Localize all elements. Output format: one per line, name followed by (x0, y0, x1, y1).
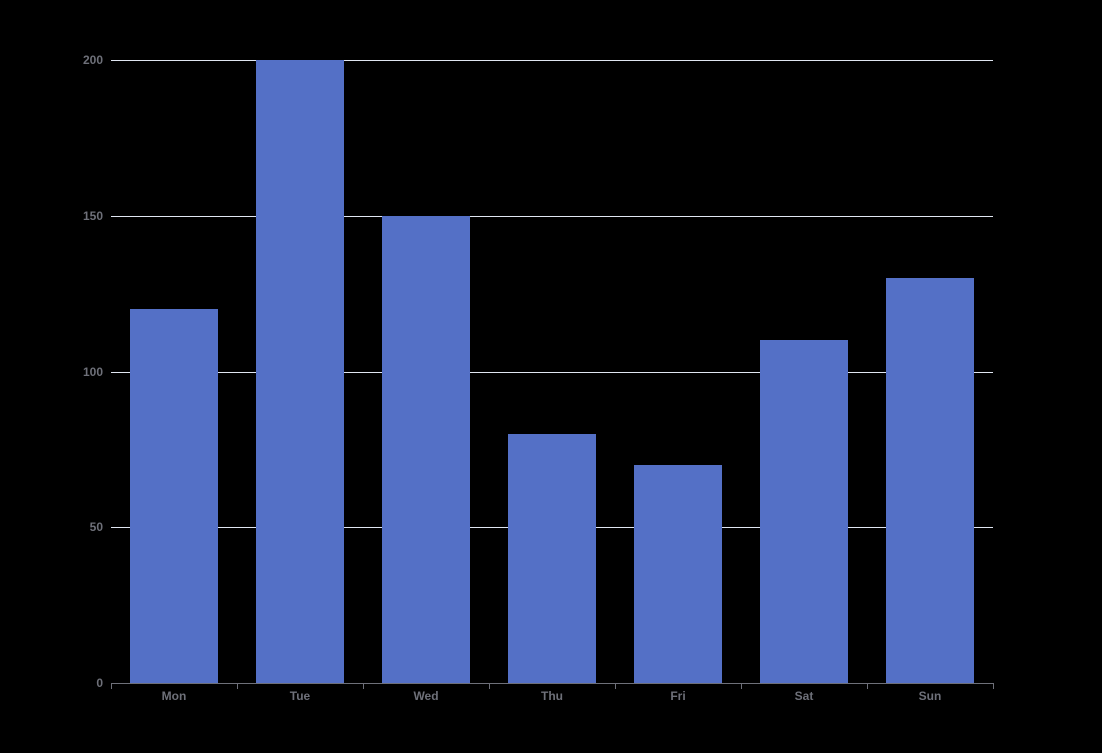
x-axis-label-wed: Wed (413, 689, 439, 703)
x-axis-tick (363, 684, 364, 689)
gridline-200 (111, 60, 993, 61)
x-axis-label-thu: Thu (541, 689, 563, 703)
x-axis-tick (111, 684, 112, 689)
bar-tue[interactable] (256, 60, 344, 683)
bar-sat[interactable] (760, 340, 848, 683)
bar-fri[interactable] (634, 465, 722, 683)
x-axis-label-mon: Mon (161, 689, 187, 703)
x-axis-line (111, 683, 994, 684)
x-axis-label-tue: Tue (289, 689, 311, 703)
bar-mon[interactable] (130, 309, 218, 683)
x-axis-tick (993, 684, 994, 689)
x-axis-tick (615, 684, 616, 689)
y-axis-label: 200 (82, 53, 103, 67)
y-axis-label: 50 (89, 520, 103, 534)
x-axis-label-fri: Fri (670, 689, 686, 703)
x-axis-label-sun: Sun (918, 689, 942, 703)
gridline-100 (111, 372, 993, 373)
x-axis-label-sat: Sat (794, 689, 814, 703)
y-axis-label: 100 (82, 365, 103, 379)
bar-thu[interactable] (508, 434, 596, 683)
bar-sun[interactable] (886, 278, 974, 683)
x-axis-tick (237, 684, 238, 689)
x-axis-tick (489, 684, 490, 689)
gridline-150 (111, 216, 993, 217)
x-axis-tick (741, 684, 742, 689)
bar-wed[interactable] (382, 216, 470, 683)
y-axis-label: 0 (96, 676, 103, 690)
y-axis-label: 150 (82, 209, 103, 223)
x-axis-tick (867, 684, 868, 689)
